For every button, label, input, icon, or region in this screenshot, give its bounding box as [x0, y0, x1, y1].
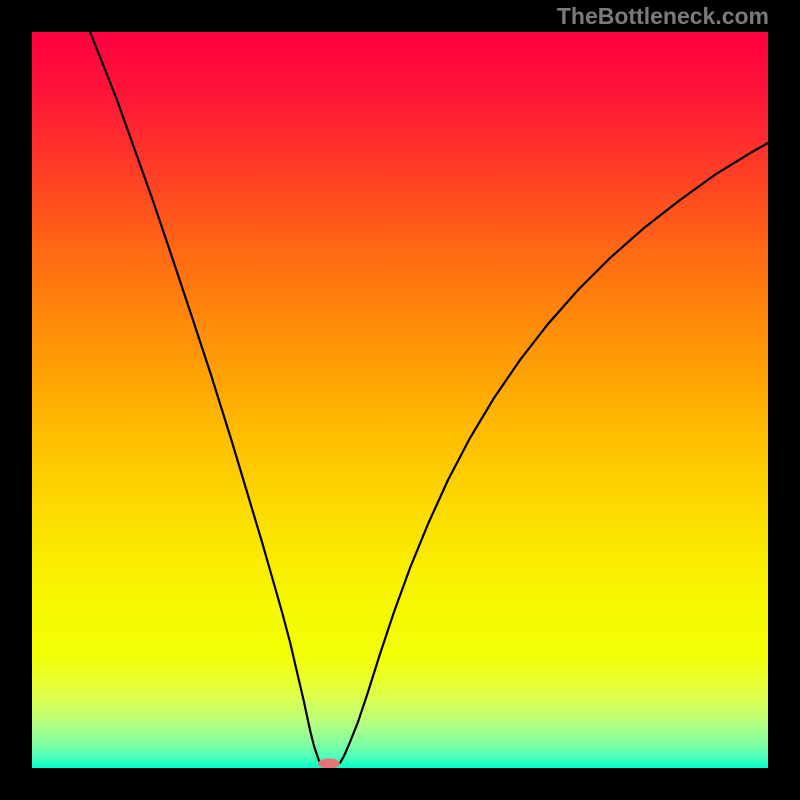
gradient-background [32, 32, 768, 768]
watermark-text: TheBottleneck.com [557, 3, 769, 30]
plot-area [32, 32, 768, 768]
chart-svg [32, 32, 768, 768]
